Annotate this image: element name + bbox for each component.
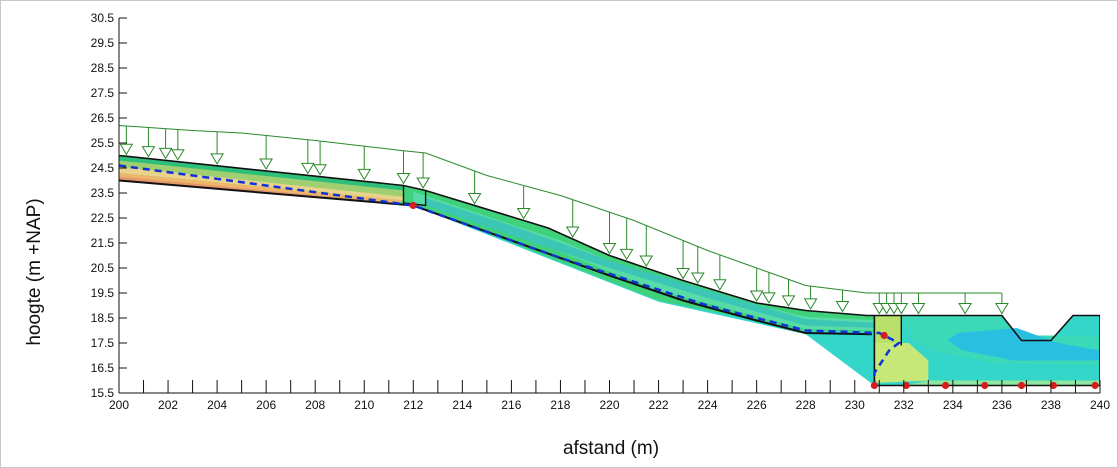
ground-surface [119,154,1100,342]
phreatic-line [119,164,902,386]
contour-band [947,328,1100,361]
load-arrow-head [639,255,654,267]
node-point [880,331,888,340]
node-point [1091,381,1099,390]
load-arrow-head [676,268,690,280]
x-tick-label: 216 [501,398,521,412]
x-tick-label: 234 [943,398,963,412]
x-tick-label: 200 [109,398,129,412]
x-tick-label: 224 [698,398,718,412]
load-arrow-head [894,303,909,315]
y-tick-label: 25.5 [91,136,115,150]
node-point [941,381,950,390]
y-tick-label: 29.5 [91,36,115,50]
toe-fill [874,315,902,343]
load-arrow-head [911,303,926,315]
node-point [870,381,878,390]
y-tick-label: 24.5 [91,161,115,175]
node-point [902,381,910,390]
y-tick-label: 16.5 [91,361,115,375]
x-tick-label: 210 [354,398,374,412]
load-arrow-head [141,146,156,158]
axes: 30.5 29.5 28.5 27.5 26.5 25.5 24.5 23.5 22.5 21.5… [91,11,1111,412]
load-arrow-head [259,158,274,170]
x-tick-label: 238 [1041,398,1061,412]
x-tick-label: 204 [207,398,227,412]
x-tick-label: 220 [599,398,619,412]
load-arrow-head [690,272,705,284]
load-arrow-head [300,162,315,175]
load-arrow-head [313,164,327,176]
y-tick-label: 27.5 [91,86,115,100]
y-tick-label: 17.5 [91,336,115,350]
sand-layer [119,160,404,197]
x-tick-label: 214 [452,398,472,412]
load-arrow-head [119,143,134,156]
top-layer-left [119,155,404,191]
x-tick-label: 232 [894,398,914,412]
y-tick-label: 21.5 [91,236,115,250]
x-tick-label: 218 [550,398,570,412]
load-arrow-head [467,193,482,205]
y-tick-label: 30.5 [91,11,115,25]
load-arrow-head [416,177,430,189]
load-arrow-head [712,279,727,291]
node-point [1049,381,1058,390]
y-tick-label: 19.5 [91,286,115,300]
layer-boundary [119,179,872,336]
y-tick-label: 20.5 [91,261,115,275]
load-arrow-head [781,295,796,307]
load-arrow-head [602,243,617,255]
load-arrow-head [565,226,580,238]
node-point [1017,381,1026,390]
load-arrow-head [396,173,411,185]
x-tick-label: 230 [845,398,865,412]
x-axis-label: afstand (m) [563,438,659,459]
load-arrow-head [210,153,224,165]
x-tick-label: 208 [305,398,325,412]
y-tick-label: 26.5 [91,111,115,125]
x-tick-label: 206 [256,398,276,412]
x-tick-label: 240 [1090,398,1110,412]
load-arrow-head [749,290,764,302]
y-tick-label: 15.5 [91,386,115,400]
y-tick-label: 22.5 [91,211,115,225]
x-tick-label: 222 [649,398,669,412]
load-arrow-head [958,303,972,315]
load-arrow-head [762,292,776,304]
x-tick-label: 212 [403,398,423,412]
load-outline [119,125,1002,294]
y-tick-label: 18.5 [91,311,115,325]
node-point [409,201,417,210]
x-tick-label: 226 [747,398,767,412]
sand-layer [119,173,404,203]
load-arrow-head [619,248,634,261]
y-axis-label: hoogte (m +NAP) [24,198,45,345]
load-arrow-head [357,168,372,181]
x-tick-label: 228 [796,398,816,412]
load-arrow-head [516,208,531,220]
y-tick-label: 28.5 [91,61,115,75]
node-point [981,381,989,390]
load-arrow-head [158,147,173,160]
sand-layer [119,166,404,201]
load-arrow-head [803,298,818,310]
load-arrow-head [170,149,185,161]
geometry-layer [119,125,1100,390]
x-tick-label: 236 [992,398,1012,412]
load-arrow-head [995,303,1009,315]
x-tick-label: 202 [158,398,178,412]
load-arrow-head [835,301,850,313]
y-tick-label: 23.5 [91,186,115,200]
